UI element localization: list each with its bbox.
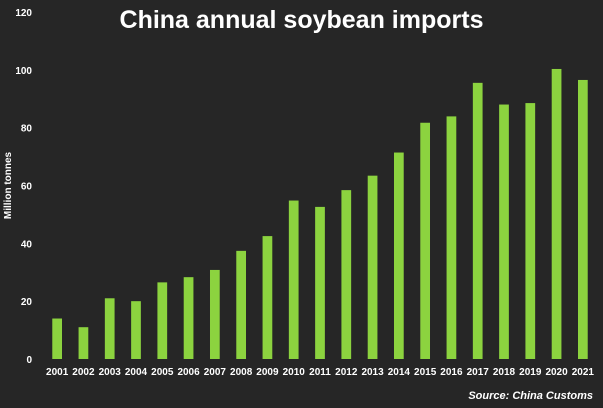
bar-2009 — [262, 236, 273, 359]
bar-2019 — [525, 103, 536, 360]
y-tick-label: 100 — [15, 66, 32, 77]
bar-2017 — [472, 82, 483, 360]
source-note: Source: China Customs — [468, 390, 593, 402]
x-tick-label: 2005 — [151, 367, 174, 378]
bar-2016 — [446, 116, 457, 360]
x-tick-label: 2015 — [414, 367, 437, 378]
chart-title: China annual soybean imports — [119, 6, 484, 34]
bar-2014 — [393, 152, 404, 359]
bar-2018 — [499, 104, 509, 360]
y-tick-label: 80 — [21, 124, 33, 135]
y-tick-label: 0 — [26, 355, 32, 366]
x-tick-label: 2019 — [519, 367, 542, 378]
bar-2020 — [551, 68, 562, 360]
bar-2021 — [577, 79, 588, 360]
bar-2012 — [341, 190, 352, 359]
x-tick-label: 2001 — [46, 367, 69, 378]
x-tick-label: 2021 — [572, 367, 595, 378]
x-tick-label: 2011 — [309, 367, 331, 378]
bar-2004 — [131, 301, 141, 359]
bar-2005 — [157, 282, 168, 359]
bar-2006 — [183, 277, 194, 359]
bar-2011 — [315, 206, 325, 359]
bar-2002 — [78, 327, 89, 359]
y-axis-label: Million tonnes — [3, 151, 14, 219]
y-tick-label: 120 — [15, 8, 32, 19]
x-tick-label: 2007 — [204, 367, 227, 378]
y-tick-label: 60 — [21, 182, 33, 193]
x-tick-label: 2012 — [335, 367, 358, 378]
x-tick-label: 2002 — [72, 367, 95, 378]
x-tick-label: 2003 — [99, 367, 122, 378]
y-tick-label: 20 — [21, 297, 33, 308]
bar-2013 — [367, 175, 378, 359]
x-tick-label: 2017 — [467, 367, 490, 378]
x-tick-label: 2014 — [388, 367, 411, 378]
x-tick-label: 2018 — [493, 367, 516, 378]
x-tick-label: 2013 — [361, 367, 384, 378]
x-tick-label: 2020 — [545, 367, 568, 378]
x-tick-label: 2008 — [230, 367, 253, 378]
x-tick-label: 2004 — [125, 367, 148, 378]
bar-2008 — [236, 250, 247, 359]
x-tick-label: 2010 — [283, 367, 306, 378]
x-tick-label: 2016 — [440, 367, 463, 378]
bar-2003 — [104, 298, 115, 359]
bar-2007 — [209, 269, 220, 359]
y-tick-label: 40 — [21, 239, 33, 250]
bar-2015 — [420, 122, 431, 360]
x-tick-label: 2006 — [177, 367, 200, 378]
bar-2010 — [288, 200, 299, 359]
bar-2001 — [52, 318, 63, 359]
x-tick-label: 2009 — [256, 367, 279, 378]
